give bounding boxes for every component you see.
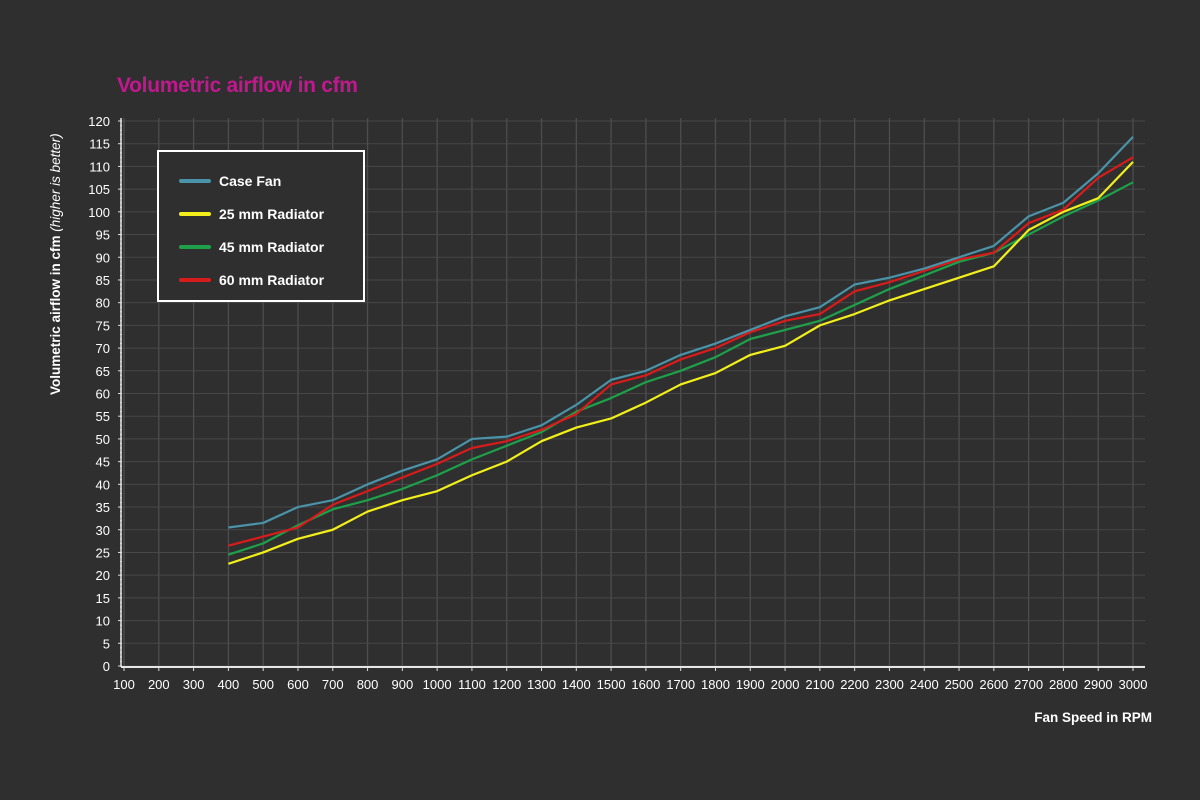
x-tick-label: 3000	[1119, 677, 1148, 692]
y-tick-label: 100	[88, 205, 110, 220]
x-tick-label: 1400	[562, 677, 591, 692]
x-tick-label: 700	[322, 677, 344, 692]
y-tick-label: 115	[89, 137, 110, 152]
series-lines	[228, 136, 1134, 565]
y-tick-label: 95	[96, 228, 110, 243]
x-tick-label: 1900	[736, 677, 765, 692]
axes	[118, 118, 1145, 671]
y-tick-label: 45	[96, 455, 110, 470]
legend-item: Case Fan	[179, 164, 363, 197]
y-tick-label: 65	[96, 364, 110, 379]
x-tick-label: 1600	[631, 677, 660, 692]
x-tick-label: 2900	[1084, 677, 1113, 692]
x-tick-label: 1200	[492, 677, 521, 692]
y-tick-label: 105	[88, 182, 110, 197]
y-tick-label: 15	[96, 591, 110, 606]
x-tick-label: 1500	[597, 677, 626, 692]
series-line-60-mm-radiator	[228, 156, 1134, 547]
x-tick-label: 2400	[910, 677, 939, 692]
x-tick-label: 1300	[527, 677, 556, 692]
y-tick-label: 70	[96, 341, 110, 356]
y-axis-label-main: Volumetric airflow in cfm	[48, 235, 63, 395]
x-tick-label: 900	[391, 677, 413, 692]
y-tick-label: 5	[103, 636, 110, 651]
x-tick-label: 2500	[945, 677, 974, 692]
y-tick-label: 20	[96, 568, 110, 583]
legend-item: 25 mm Radiator	[179, 197, 363, 230]
y-tick-label: 85	[96, 273, 110, 288]
x-tick-label: 300	[183, 677, 205, 692]
y-tick-label: 25	[96, 545, 110, 560]
legend-swatch	[179, 178, 211, 183]
y-tick-label: 55	[96, 409, 110, 424]
x-tick-label: 1000	[423, 677, 452, 692]
legend-swatch	[179, 244, 211, 249]
x-tick-label: 2600	[979, 677, 1008, 692]
x-axis-label: Fan Speed in RPM	[1034, 710, 1152, 725]
x-tick-label: 800	[357, 677, 379, 692]
y-tick-label: 30	[96, 523, 110, 538]
x-tick-label: 1100	[458, 677, 486, 692]
y-tick-label: 35	[96, 500, 110, 515]
legend-label: 45 mm Radiator	[219, 238, 325, 255]
series-line-case-fan	[228, 136, 1134, 529]
x-tick-labels: 100 200 300 400 500 600 700 800 900 1000 1100 1200 1…	[113, 677, 1147, 692]
legend-item: 60 mm Radiator	[179, 263, 363, 296]
x-tick-label: 2100	[805, 677, 834, 692]
y-tick-label: 110	[89, 159, 110, 174]
x-tick-label: 2300	[875, 677, 904, 692]
y-tick-label: 0	[103, 659, 110, 674]
y-tick-label: 40	[96, 477, 110, 492]
y-tick-label: 90	[96, 250, 110, 265]
y-tick-label: 120	[88, 114, 110, 129]
x-tick-label: 200	[148, 677, 170, 692]
legend: Case Fan 25 mm Radiator 45 mm Radiator 60 m…	[157, 150, 365, 302]
x-tick-label: 400	[218, 677, 240, 692]
x-tick-label: 2700	[1014, 677, 1043, 692]
x-tick-label: 1800	[701, 677, 730, 692]
y-tick-label: 80	[96, 296, 110, 311]
legend-label: 25 mm Radiator	[219, 205, 325, 222]
chart-title: Volumetric airflow in cfm	[117, 74, 358, 97]
legend-swatch	[179, 211, 211, 216]
legend-label: Case Fan	[219, 172, 282, 189]
y-axis-label: Volumetric airflow in cfm (higher is bet…	[48, 133, 63, 395]
x-tick-label: 500	[252, 677, 274, 692]
series-line-25-mm-radiator	[228, 161, 1134, 565]
legend-swatch	[179, 277, 211, 282]
y-tick-label: 50	[96, 432, 110, 447]
legend-item: 45 mm Radiator	[179, 230, 363, 263]
y-tick-label: 10	[96, 614, 110, 629]
x-tick-label: 2800	[1049, 677, 1078, 692]
x-tick-label: 1700	[666, 677, 695, 692]
y-tick-labels: 0 5 10 15 20 25 30 35 40 45 50 55 60 65 70 75 80 85 90 95 10…	[88, 114, 110, 674]
x-tick-label: 2000	[771, 677, 800, 692]
x-tick-label: 100	[113, 677, 135, 692]
y-tick-label: 75	[96, 318, 110, 333]
legend-label: 60 mm Radiator	[219, 271, 325, 288]
x-tick-label: 600	[287, 677, 309, 692]
y-axis-label-note: (higher is better)	[48, 133, 63, 231]
y-tick-label: 60	[96, 387, 110, 402]
x-tick-label: 2200	[840, 677, 869, 692]
